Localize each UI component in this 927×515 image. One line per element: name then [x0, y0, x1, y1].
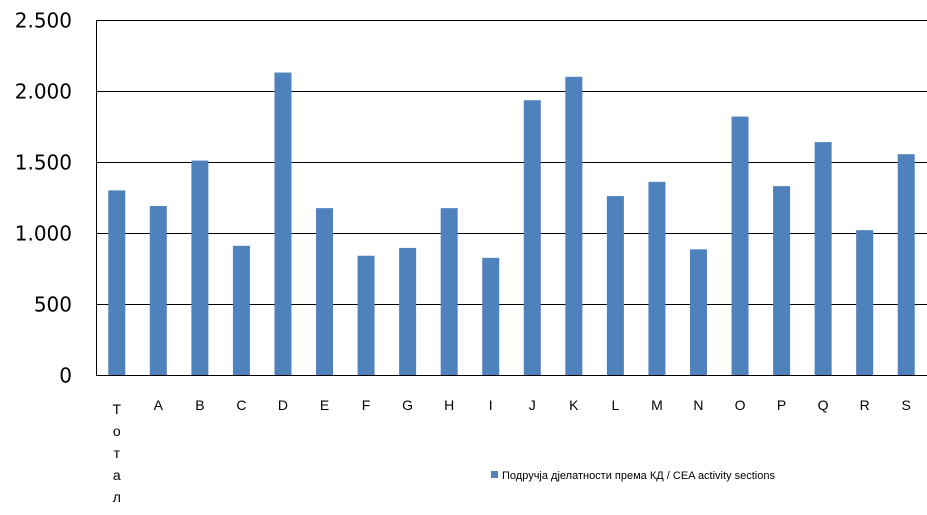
bar: [357, 255, 375, 375]
axes: [96, 20, 927, 376]
x-tick-label: L: [611, 397, 619, 413]
x-tick-label: A: [154, 397, 164, 413]
x-tick-label: J: [529, 397, 536, 413]
bar: [108, 190, 126, 375]
x-tick-label: E: [320, 397, 329, 413]
bar: [191, 160, 209, 375]
bar: [440, 208, 458, 375]
bars: [108, 72, 915, 376]
y-axis-tick-labels: 0 500 1.000 1.500 2.000 2.500: [15, 9, 72, 388]
y-tick-label: 1.000: [15, 222, 72, 246]
x-tick-label: Q: [818, 397, 829, 413]
bar: [565, 76, 583, 376]
x-tick-label: C: [236, 397, 246, 413]
x-tick-label: N: [693, 397, 703, 413]
x-tick-label: P: [777, 397, 786, 413]
bar: [606, 196, 624, 375]
x-tick-label: K: [569, 397, 579, 413]
x-tick-label: I: [489, 397, 493, 413]
bar: [773, 186, 791, 375]
bar: [648, 181, 666, 375]
y-tick-label: 500: [34, 293, 72, 317]
y-tick-label: 2.500: [15, 9, 72, 33]
x-tick-label: M: [651, 397, 663, 413]
bar: [399, 247, 417, 375]
y-tick-label: 2.000: [15, 80, 72, 104]
bar: [731, 116, 749, 375]
y-tick-label: 0: [59, 364, 72, 388]
x-tick-label: H: [444, 397, 454, 413]
x-tick-label: O: [735, 397, 746, 413]
legend-label: Подручја дјелатности према КД / CEA acti…: [502, 470, 775, 482]
bar: [232, 245, 250, 375]
bar: [316, 208, 334, 375]
bar: [523, 100, 541, 375]
bar: [897, 154, 915, 375]
bar: [856, 230, 874, 375]
y-tick-label: 1.500: [15, 151, 72, 175]
x-tick-label: D: [278, 397, 288, 413]
bar: [689, 249, 707, 375]
x-tick-label: R: [860, 397, 870, 413]
x-tick-label: S: [902, 397, 911, 413]
gridlines: [96, 20, 927, 305]
bar: [482, 257, 500, 375]
bar: [149, 206, 167, 375]
legend-swatch: [491, 471, 498, 478]
x-tick-label: F: [362, 397, 371, 413]
x-tick-label: G: [402, 397, 413, 413]
legend: Подручја дјелатности према КД / CEA acti…: [491, 470, 775, 482]
x-tick-label: B: [195, 397, 204, 413]
bar: [274, 72, 292, 375]
bar: [814, 142, 832, 375]
